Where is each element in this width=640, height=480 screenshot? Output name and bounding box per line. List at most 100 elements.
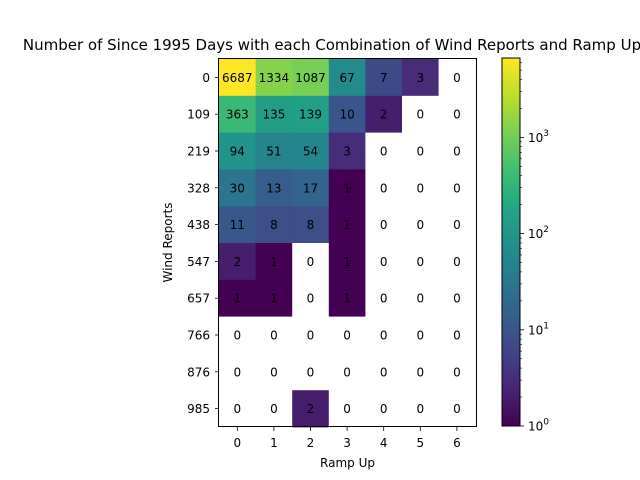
x-tick-label: 5 [416, 436, 424, 450]
heatmap-cell-r1-c2 [292, 95, 330, 133]
heatmap-cell-r5-c1 [255, 243, 293, 281]
colorbar: 100 101 102 103 [501, 57, 549, 434]
heatmap-cell-r7-c5 [402, 316, 439, 354]
x-tick-label: 4 [380, 436, 388, 450]
heatmap-cell-r3-c6 [438, 169, 476, 207]
colorbar-tick-label: 100 [528, 418, 549, 434]
heatmap-cell-r6-c1 [255, 279, 293, 317]
heatmap-cell-r3-c5 [402, 169, 439, 207]
cell-value-label: 3 [416, 71, 424, 85]
colorbar-tick-label: 103 [528, 129, 549, 145]
cell-value-label: 54 [303, 145, 318, 159]
cell-value-label: 17 [303, 181, 318, 195]
cell-value-label: 0 [233, 365, 241, 379]
heatmap-cell-r4-c3 [328, 206, 366, 244]
chart-title: Number of Since 1995 Days with each Comb… [23, 36, 640, 54]
heatmap-cell-r9-c1 [255, 390, 293, 428]
cell-value-label: 0 [270, 402, 278, 416]
heatmap-cell-r5-c5 [402, 243, 439, 281]
cell-value-label: 10 [339, 108, 354, 122]
heatmap-cell-r0-c4 [365, 59, 403, 97]
heatmap-cell-r9-c0 [219, 390, 256, 428]
cell-value-label: 8 [270, 218, 278, 232]
cell-value-label: 0 [416, 145, 424, 159]
cell-value-label: 2 [380, 108, 388, 122]
x-axis: 0 1 2 3 4 5 6 [233, 427, 461, 450]
heatmap-cell-r6-c4 [365, 279, 403, 317]
heatmap-cell-r0-c1 [255, 59, 293, 97]
cell-value-label: 0 [380, 329, 388, 343]
cell-value-label: 0 [416, 255, 424, 269]
colorbar-ticks: 100 101 102 103 [520, 62, 549, 434]
cell-value-label: 0 [453, 402, 461, 416]
heatmap-cell-r7-c0 [219, 316, 256, 354]
heatmap-cell-r0-c5 [402, 59, 439, 97]
cell-value-label: 0 [416, 108, 424, 122]
cell-value-label: 0 [380, 145, 388, 159]
heatmap-cell-r4-c2 [292, 206, 330, 244]
cell-value-label: 0 [307, 329, 315, 343]
y-tick-label: 766 [187, 329, 210, 343]
cell-value-label: 94 [230, 145, 245, 159]
cell-value-label: 0 [307, 365, 315, 379]
heatmap-cell-r4-c1 [255, 206, 293, 244]
heatmap-cell-r1-c5 [402, 95, 439, 133]
cell-value-label: 1 [343, 218, 351, 232]
cell-value-label: 135 [262, 108, 285, 122]
cell-value-label: 0 [270, 329, 278, 343]
cell-value-label: 1334 [259, 71, 290, 85]
heatmap-cell-r2-c1 [255, 132, 293, 170]
heatmap-cell-r6-c2 [292, 279, 330, 317]
heatmap-cell-r1-c3 [328, 95, 366, 133]
y-tick-label: 985 [187, 402, 210, 416]
heatmap-cell-r5-c0 [219, 243, 256, 281]
cell-value-label: 0 [416, 181, 424, 195]
cell-value-label: 0 [380, 255, 388, 269]
heatmap-cell-r3-c1 [255, 169, 293, 207]
cell-value-label: 0 [380, 365, 388, 379]
heatmap-cell-r2-c2 [292, 132, 330, 170]
heatmap-cell-r5-c3 [328, 243, 366, 281]
plot-frame [218, 58, 477, 427]
cell-value-label: 0 [453, 145, 461, 159]
heatmap-cell-r8-c3 [328, 353, 366, 391]
heatmap-cell-r1-c1 [255, 95, 293, 133]
cell-value-label: 0 [380, 181, 388, 195]
colorbar-tick-label: 101 [528, 321, 549, 337]
cell-value-label: 0 [380, 402, 388, 416]
cell-value-label: 1 [270, 255, 278, 269]
cell-value-label: 6687 [222, 71, 253, 85]
heatmap-cell-r6-c3 [328, 279, 366, 317]
cell-value-label: 0 [233, 329, 241, 343]
heatmap-cell-r4-c4 [365, 206, 403, 244]
heatmap-cell-r9-c3 [328, 390, 366, 428]
cell-value-label: 30 [230, 181, 245, 195]
x-axis-label: Ramp Up [320, 456, 375, 470]
heatmap-cell-r7-c2 [292, 316, 330, 354]
cell-value-label: 0 [416, 329, 424, 343]
cell-value-label: 0 [453, 255, 461, 269]
cell-value-label: 0 [453, 218, 461, 232]
heatmap-cell-r2-c5 [402, 132, 439, 170]
heatmap-cell-r8-c2 [292, 353, 330, 391]
colorbar-gradient [502, 58, 520, 426]
cell-value-label: 139 [299, 108, 322, 122]
cell-value-label: 0 [233, 402, 241, 416]
heatmap-cell-r0-c3 [328, 59, 366, 97]
heatmap-cell-r5-c4 [365, 243, 403, 281]
cell-value-label: 1087 [295, 71, 326, 85]
heatmap-cell-r4-c6 [438, 206, 476, 244]
heatmap-cell-r6-c0 [219, 279, 256, 317]
cell-value-label: 0 [453, 292, 461, 306]
cell-value-label: 0 [380, 218, 388, 232]
cell-value-label: 0 [307, 255, 315, 269]
cell-value-label: 0 [453, 108, 461, 122]
heatmap-cell-r7-c6 [438, 316, 476, 354]
heatmap-cell-r3-c3 [328, 169, 366, 207]
y-tick-label: 109 [187, 108, 210, 122]
heatmap-cell-r2-c3 [328, 132, 366, 170]
cell-value-label: 2 [307, 402, 315, 416]
cell-value-label: 0 [307, 292, 315, 306]
heatmap-cell-r5-c6 [438, 243, 476, 281]
